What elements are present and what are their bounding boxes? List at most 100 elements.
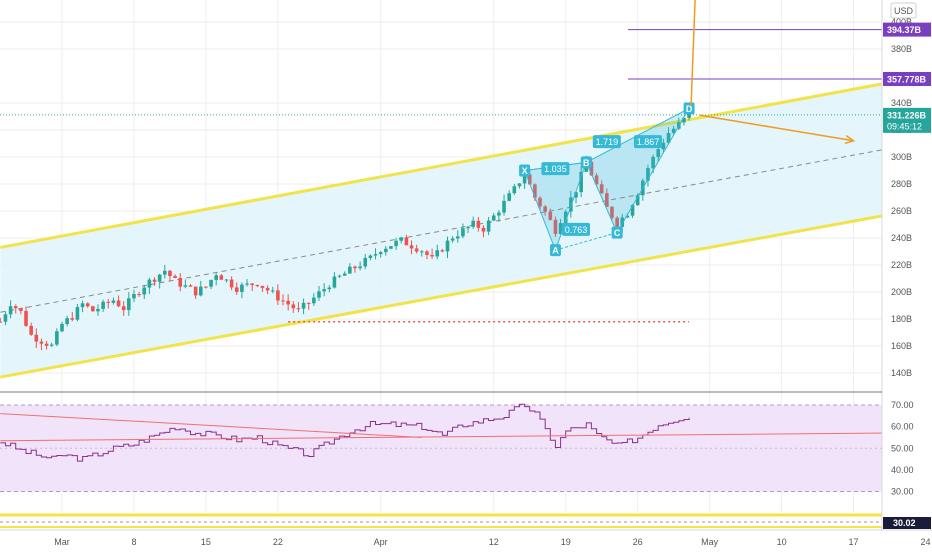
price-levels: [0, 29, 882, 323]
pattern-ratio-label: 1.719: [596, 137, 619, 147]
candle-body: [312, 297, 316, 304]
currency-label[interactable]: USD: [894, 6, 914, 16]
time-tick-label: 24: [921, 537, 931, 547]
candle-body: [3, 314, 8, 322]
price-level-tag: [883, 71, 931, 86]
time-tick-label: 26: [633, 537, 643, 547]
channel-lower-line: [0, 205, 932, 379]
candle-body: [276, 290, 280, 301]
pattern-ratio-box: [541, 162, 570, 176]
candle-body: [497, 212, 501, 216]
candle-body: [173, 276, 177, 278]
price-tick-label: 160B: [891, 341, 912, 351]
pattern-point-d: D: [683, 102, 695, 115]
pattern-point-marker: [580, 156, 592, 169]
candle-body: [163, 270, 167, 275]
candle-body: [34, 334, 39, 342]
candle-body: [234, 287, 239, 292]
pattern-ratio: 1.719: [592, 135, 621, 149]
candle-body: [75, 307, 80, 320]
price-tick-label: 380B: [891, 44, 912, 54]
pattern-ratio-box: [633, 135, 662, 149]
candle-body: [348, 266, 352, 274]
candle-body: [193, 286, 198, 296]
price-axis: USD 400B380B340B320B300B280B260B240B220B…: [881, 0, 932, 550]
candle-body: [615, 217, 619, 227]
candle-body: [471, 220, 475, 227]
candle-body: [363, 257, 368, 267]
candle-body: [579, 171, 583, 193]
candle-body: [337, 275, 342, 277]
candle-body: [558, 223, 563, 234]
last-price-label: 331.226B: [887, 110, 927, 120]
candle-body: [39, 341, 44, 344]
candle-body: [132, 294, 136, 299]
pattern-point-label: X: [522, 166, 528, 176]
price-tick-label: 260B: [891, 206, 912, 216]
candle-body: [250, 283, 254, 286]
bar-countdown-label: 09:45:12: [887, 121, 922, 131]
candle-body: [610, 206, 614, 218]
candle-body: [512, 186, 517, 194]
candle-body: [409, 245, 414, 249]
candle-body: [101, 301, 105, 309]
candle-body: [517, 183, 522, 187]
last-price-tag: [883, 107, 931, 133]
candle-body: [548, 211, 553, 220]
candle-body: [620, 217, 625, 227]
pattern-ratio-box: [562, 222, 590, 236]
candle-body: [384, 248, 388, 253]
candle-body: [0, 321, 3, 323]
pattern-ratio: 0.763: [562, 222, 590, 236]
rsi-trend-line: [0, 413, 422, 438]
price-tick-label: 180B: [891, 314, 912, 324]
time-tick-label: 22: [273, 537, 283, 547]
candle-body: [461, 228, 465, 237]
candle-body: [661, 142, 666, 150]
candle-body: [270, 290, 275, 292]
pattern-point-label: C: [614, 228, 621, 238]
strip-value-label: 30.02: [893, 518, 916, 528]
rsi-panel: [0, 403, 932, 493]
candle-body: [55, 331, 59, 345]
candle-body: [65, 318, 69, 325]
candle-body: [137, 294, 141, 296]
candle-body: [399, 237, 404, 241]
rsi-tick-label: 40.00: [891, 465, 914, 475]
channel-fill: [0, 74, 932, 378]
candle-body: [630, 205, 635, 216]
rsi-line: [0, 403, 690, 462]
pattern-point-b: B: [580, 156, 592, 169]
candle-body: [666, 133, 671, 143]
candle-body: [8, 306, 13, 315]
candle-body: [332, 276, 337, 288]
candle-body: [635, 195, 640, 206]
candle-body: [183, 285, 188, 287]
candle-body: [358, 266, 362, 269]
candle-body: [563, 211, 568, 224]
price-level-tag-label: 394.37B: [887, 25, 922, 35]
candle-body: [142, 287, 147, 295]
strip-value-tag: [883, 517, 931, 529]
candle-body: [373, 254, 378, 256]
candle-body: [533, 184, 537, 198]
candle-body: [224, 279, 229, 281]
candle-body: [671, 128, 676, 134]
candle-body: [342, 273, 347, 276]
candle-body: [91, 306, 95, 312]
projection-arrow-head: [844, 134, 856, 145]
candle-body: [317, 291, 321, 298]
rsi-tick-label: 60.00: [891, 422, 914, 432]
candle-body: [450, 238, 455, 241]
candle-body: [121, 306, 126, 311]
candle-body: [646, 168, 650, 181]
candle-body: [538, 197, 542, 207]
candle-body: [389, 246, 393, 249]
currency-button[interactable]: [890, 2, 917, 19]
candle-body: [651, 156, 655, 169]
candle-body: [625, 215, 630, 218]
time-tick-label: 10: [777, 537, 787, 547]
rsi-tick-label: 50.00: [891, 443, 914, 453]
